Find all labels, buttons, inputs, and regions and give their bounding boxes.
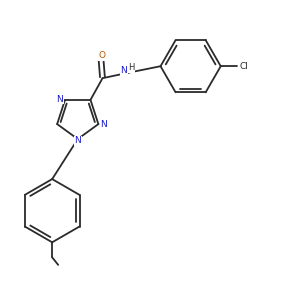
Text: N: N — [56, 95, 63, 104]
Text: O: O — [99, 51, 106, 61]
Text: N: N — [74, 136, 81, 145]
Text: N: N — [100, 120, 107, 129]
Text: Cl: Cl — [239, 62, 248, 71]
Text: N: N — [121, 66, 127, 75]
Text: H: H — [128, 64, 134, 73]
